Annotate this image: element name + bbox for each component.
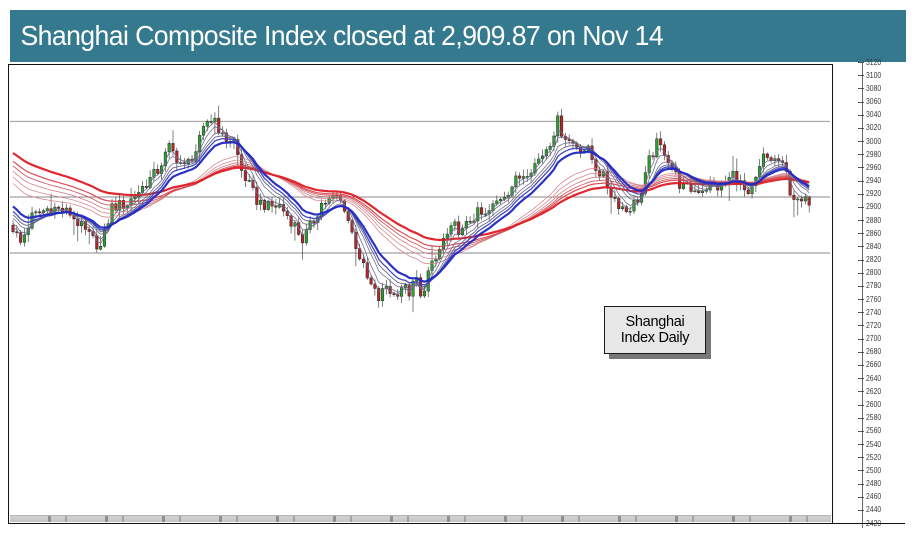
price-axis-label: 2440: [866, 505, 882, 515]
chart-label-line2: Index Daily: [620, 330, 690, 346]
price-axis-label: 2760: [866, 294, 882, 304]
price-axis-label: 2460: [866, 492, 882, 502]
price-axis-label: 2880: [866, 215, 882, 225]
price-axis-line: [862, 61, 863, 528]
price-axis-label: 2820: [866, 255, 882, 265]
price-axis-label: 2620: [866, 386, 882, 396]
price-axis-tick: [858, 193, 864, 195]
price-axis-label: 2560: [866, 426, 882, 436]
price-axis-label: 2600: [866, 400, 882, 409]
price-axis-label: 2860: [866, 228, 882, 238]
chart-label-line1: Shanghai: [625, 314, 685, 330]
price-axis-label: 3040: [866, 110, 882, 120]
price-axis-tick: [858, 272, 864, 274]
price-axis-label: 3060: [866, 97, 882, 106]
price-axis-tick: [858, 483, 864, 485]
price-axis-tick: [858, 127, 864, 129]
price-axis-label: 2700: [866, 334, 882, 344]
price-axis-tick: [858, 496, 864, 498]
price-axis-label: 2920: [866, 189, 882, 199]
price-axis-tick: [858, 364, 864, 366]
price-axis-tick: [858, 246, 864, 248]
price-axis-label: 2800: [866, 268, 882, 278]
price-axis-tick: [858, 325, 864, 327]
price-axis-label: 2980: [866, 149, 882, 159]
price-axis-tick: [858, 233, 864, 235]
price-axis-label: 2940: [866, 176, 882, 185]
price-axis-label: 2780: [866, 281, 882, 291]
price-axis-label: 2840: [866, 241, 882, 251]
price-axis-label: 3100: [866, 70, 882, 80]
price-axis-label: 2500: [866, 465, 882, 475]
axis-bottom-border: [831, 522, 905, 524]
price-axis-label: 2900: [866, 202, 882, 212]
price-axis-tick: [858, 206, 864, 208]
price-axis-tick: [858, 101, 864, 103]
price-axis-label: 2720: [866, 320, 882, 330]
price-axis-tick: [858, 378, 864, 380]
price-axis-label: 3020: [866, 123, 882, 133]
price-axis-tick: [858, 338, 864, 340]
price-axis-tick: [858, 391, 864, 393]
date-axis-strip: [10, 515, 831, 522]
price-axis-tick: [858, 141, 864, 142]
header-title: Shanghai Composite Index closed at 2,909…: [20, 20, 664, 51]
price-axis-tick: [858, 114, 864, 116]
price-chart-canvas: [10, 105, 830, 313]
price-axis-tick: [858, 444, 864, 445]
chart-label-box: Shanghai Index Daily: [604, 306, 706, 354]
price-axis-label: 2960: [866, 162, 882, 172]
price-axis-tick: [858, 62, 864, 63]
header-bar: Shanghai Composite Index closed at 2,909…: [10, 10, 906, 62]
price-axis-tick: [858, 220, 864, 222]
price-axis-tick: [858, 509, 864, 511]
price-axis-tick: [858, 430, 864, 432]
price-axis-label: 2680: [866, 347, 882, 357]
price-axis-tick: [858, 285, 864, 287]
price-axis-tick: [858, 88, 864, 90]
price-axis-tick: [858, 470, 864, 472]
price-axis-label: 3080: [866, 83, 882, 93]
price-axis-tick: [858, 351, 864, 353]
price-axis: 3120 3100 3080 3060 3040 3020 3000 2980 2960 2940…: [855, 58, 913, 530]
price-axis-tick: [858, 312, 864, 314]
price-axis-label: 3000: [866, 136, 882, 146]
price-axis-tick: [858, 167, 864, 169]
price-axis-label: 2520: [866, 452, 882, 462]
price-axis-label: 2580: [866, 413, 882, 423]
price-axis-tick: [858, 75, 864, 77]
price-axis-label: 2740: [866, 307, 882, 317]
price-axis-label: 2660: [866, 360, 882, 370]
chart-panel: [8, 64, 833, 524]
price-axis-label: 2640: [866, 373, 882, 383]
price-axis-tick: [858, 299, 864, 301]
price-axis-label: 3120: [866, 57, 882, 67]
price-axis-tick: [858, 457, 864, 459]
price-axis-tick: [858, 259, 864, 261]
price-axis-tick: [858, 154, 864, 156]
price-axis-tick: [858, 404, 864, 406]
price-axis-label: 2540: [866, 439, 882, 449]
price-axis-label: 2480: [866, 479, 882, 488]
price-axis-tick: [858, 417, 864, 419]
price-axis-tick: [858, 180, 864, 182]
